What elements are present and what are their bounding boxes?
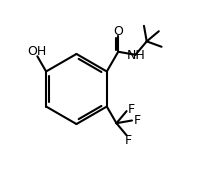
Text: NH: NH <box>127 49 146 62</box>
Text: F: F <box>125 134 132 147</box>
Text: OH: OH <box>27 45 46 58</box>
Text: F: F <box>134 114 141 127</box>
Text: F: F <box>128 103 135 116</box>
Text: O: O <box>113 25 123 38</box>
